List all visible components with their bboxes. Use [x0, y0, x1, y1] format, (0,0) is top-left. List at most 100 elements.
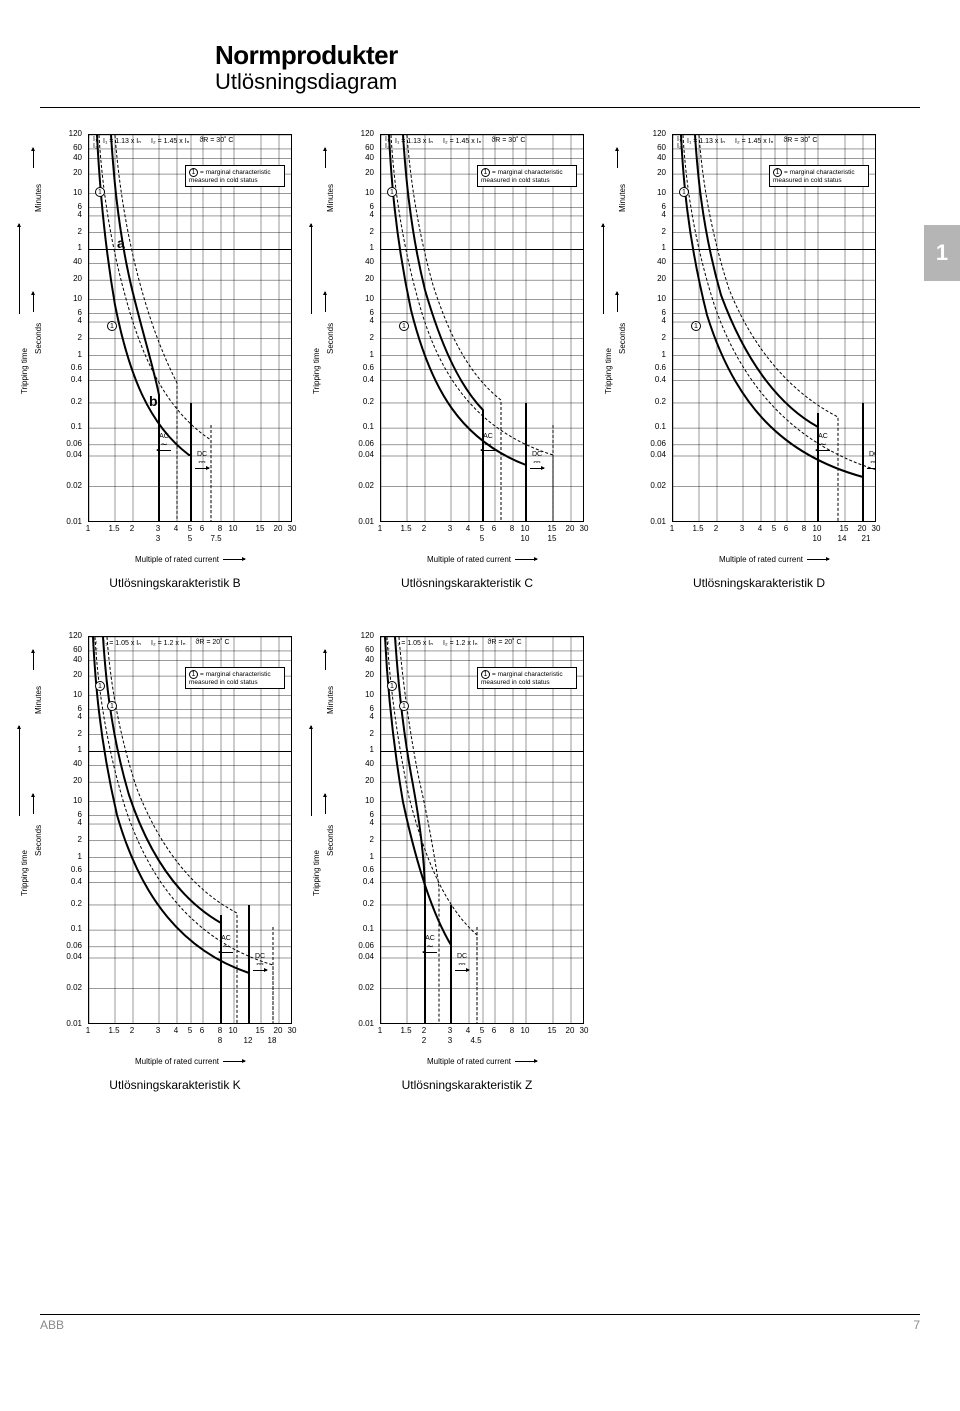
- legend-box: 1= marginal characteristic measured in c…: [185, 667, 285, 689]
- ac-label: AC∼: [157, 433, 171, 451]
- legend-box: 1= marginal characteristic measured in c…: [477, 165, 577, 187]
- curve-label-a: a: [117, 235, 125, 251]
- footer-pagenum: 7: [913, 1318, 920, 1332]
- chart-frame: Minutes Seconds Tripping time 1206040201…: [332, 630, 602, 1070]
- legend-box: 1= marginal characteristic measured in c…: [185, 165, 285, 187]
- xaxis-ticks: 11.523456810152030357.5: [88, 522, 292, 552]
- ylabel-tripping: Tripping time: [312, 850, 321, 896]
- page-footer: ABB 7: [40, 1314, 920, 1332]
- chart-header: I₁I₂ I₁ = 1.13 x Iₙ I₂ = 1.45 x Iₙ ϑR = …: [103, 137, 289, 145]
- arrow-seconds: [33, 794, 34, 814]
- ylabel-tripping: Tripping time: [604, 348, 613, 394]
- i2-text: I₂ = 1.45 x Iₙ: [443, 137, 481, 145]
- theta-text: ϑR = 30˚ C: [199, 137, 233, 145]
- i1i2-marker: I₁I₂: [93, 638, 98, 652]
- chart-row-2: Minutes Seconds Tripping time 1206040201…: [40, 630, 920, 1092]
- ac-label: AC∼: [219, 935, 233, 953]
- i1i2-marker: I₁I₂: [93, 136, 98, 150]
- marker-1b: 1: [399, 701, 409, 711]
- chart-frame: Minutes Seconds Tripping time 1206040201…: [332, 128, 602, 568]
- chart-caption: Utlösningskarakteristik K: [109, 1078, 240, 1092]
- arrow-minutes: [617, 148, 618, 168]
- i1-text: I₁ = 1.13 x Iₙ: [687, 137, 725, 145]
- dc-label: DC⎓: [867, 451, 876, 469]
- i1-text: I₁ = 1.13 x Iₙ: [395, 137, 433, 145]
- yaxis-ticks: 12060402010642140201064210.60.40.20.10.0…: [40, 134, 86, 522]
- i1-text: I₁ = 1.05 x Iₙ: [103, 639, 141, 647]
- xaxis-label: Multiple of rated current: [88, 1057, 292, 1066]
- chart-caption: Utlösningskarakteristik Z: [402, 1078, 533, 1092]
- arrow-minutes: [325, 148, 326, 168]
- arrow-seconds: [33, 292, 34, 312]
- dc-label: DC⎓: [530, 451, 544, 469]
- plot-area: I₁I₂ I₁ = 1.13 x Iₙ I₂ = 1.45 x Iₙ ϑR = …: [88, 134, 292, 522]
- marker-1a: 1: [95, 187, 105, 197]
- chart-caption: Utlösningskarakteristik C: [401, 576, 533, 590]
- arrow-tripping: [603, 224, 604, 314]
- section-tab: 1: [924, 225, 960, 281]
- arrow-seconds: [617, 292, 618, 312]
- chart-B: Minutes Seconds Tripping time 1206040201…: [40, 128, 310, 590]
- xaxis-ticks: 11.52345681015203081218: [88, 1024, 292, 1054]
- i2-text: I₂ = 1.2 x Iₙ: [443, 639, 478, 647]
- legend-box: 1= marginal characteristic measured in c…: [769, 165, 869, 187]
- xaxis-ticks: 11.523456810152030234.5: [380, 1024, 584, 1054]
- arrow-minutes: [33, 650, 34, 670]
- arrow-seconds: [325, 794, 326, 814]
- yaxis-ticks: 12060402010642140201064210.60.40.20.10.0…: [332, 134, 378, 522]
- chart-caption: Utlösningskarakteristik D: [693, 576, 825, 590]
- xaxis-label: Multiple of rated current: [380, 555, 584, 564]
- plot-area: I₁I₂ I₁ = 1.13 x Iₙ I₂ = 1.45 x Iₙ ϑR = …: [380, 134, 584, 522]
- arrow-tripping: [19, 726, 20, 816]
- i2-text: I₂ = 1.2 x Iₙ: [151, 639, 186, 647]
- ac-label: AC∼: [481, 433, 495, 451]
- page-header: Normprodukter Utlösningsdiagram: [215, 40, 920, 95]
- xaxis-ticks: 11.52345681015203051015: [380, 522, 584, 552]
- page: Normprodukter Utlösningsdiagram 1 Minute…: [0, 0, 960, 1350]
- chart-frame: Minutes Seconds Tripping time 1206040201…: [624, 128, 894, 568]
- arrow-seconds: [325, 292, 326, 312]
- plot-area: I₁I₂ I₁ = 1.05 x Iₙ I₂ = 1.2 x Iₙ ϑR = 2…: [88, 636, 292, 1024]
- ac-label: AC∼: [816, 433, 830, 451]
- chart-Z: Minutes Seconds Tripping time 1206040201…: [332, 630, 602, 1092]
- chart-D: Minutes Seconds Tripping time 1206040201…: [624, 128, 894, 590]
- theta-text: ϑR = 20˚ C: [488, 639, 522, 647]
- curve-label-b: b: [149, 393, 158, 409]
- arrow-tripping: [311, 224, 312, 314]
- marker-1b: 1: [399, 321, 409, 331]
- yaxis-ticks: 12060402010642140201064210.60.40.20.10.0…: [332, 636, 378, 1024]
- footer-brand: ABB: [40, 1318, 64, 1332]
- chart-frame: Minutes Seconds Tripping time 1206040201…: [40, 630, 310, 1070]
- i1i2-marker: I₁I₂: [677, 136, 682, 150]
- i1-text: I₁ = 1.13 x Iₙ: [103, 137, 141, 145]
- marker-1a: 1: [387, 681, 397, 691]
- xaxis-label: Multiple of rated current: [88, 555, 292, 564]
- chart-frame: Minutes Seconds Tripping time 1206040201…: [40, 128, 310, 568]
- page-subtitle: Utlösningsdiagram: [215, 69, 920, 95]
- marker-1a: 1: [95, 681, 105, 691]
- theta-text: ϑR = 30˚ C: [491, 137, 525, 145]
- plot-area: I₁I₂ I₁ = 1.13 x Iₙ I₂ = 1.45 x Iₙ ϑR = …: [672, 134, 876, 522]
- theta-text: ϑR = 30˚ C: [783, 137, 817, 145]
- marker-1b: 1: [107, 701, 117, 711]
- marker-1a: 1: [387, 187, 397, 197]
- arrow-tripping: [19, 224, 20, 314]
- xaxis-label: Multiple of rated current: [672, 555, 876, 564]
- dc-label: DC⎓: [455, 953, 469, 971]
- ylabel-tripping: Tripping time: [20, 850, 29, 896]
- i1i2-marker: I₁I₂: [385, 136, 390, 150]
- ylabel-tripping: Tripping time: [312, 348, 321, 394]
- chart-C: Minutes Seconds Tripping time 1206040201…: [332, 128, 602, 590]
- chart-header: I₁I₂ I₁ = 1.05 x Iₙ I₂ = 1.2 x Iₙ ϑR = 2…: [395, 639, 581, 647]
- chart-row-1: Minutes Seconds Tripping time 1206040201…: [40, 128, 920, 590]
- i1-text: I₁ = 1.05 x Iₙ: [395, 639, 433, 647]
- chart-header: I₁I₂ I₁ = 1.13 x Iₙ I₂ = 1.45 x Iₙ ϑR = …: [687, 137, 873, 145]
- marker-1b: 1: [107, 321, 117, 331]
- xaxis-label: Multiple of rated current: [380, 1057, 584, 1066]
- arrow-minutes: [33, 148, 34, 168]
- chart-caption: Utlösningskarakteristik B: [109, 576, 240, 590]
- yaxis-ticks: 12060402010642140201064210.60.40.20.10.0…: [624, 134, 670, 522]
- plot-area: I₁I₂ I₁ = 1.05 x Iₙ I₂ = 1.2 x Iₙ ϑR = 2…: [380, 636, 584, 1024]
- i2-text: I₂ = 1.45 x Iₙ: [735, 137, 773, 145]
- arrow-tripping: [311, 726, 312, 816]
